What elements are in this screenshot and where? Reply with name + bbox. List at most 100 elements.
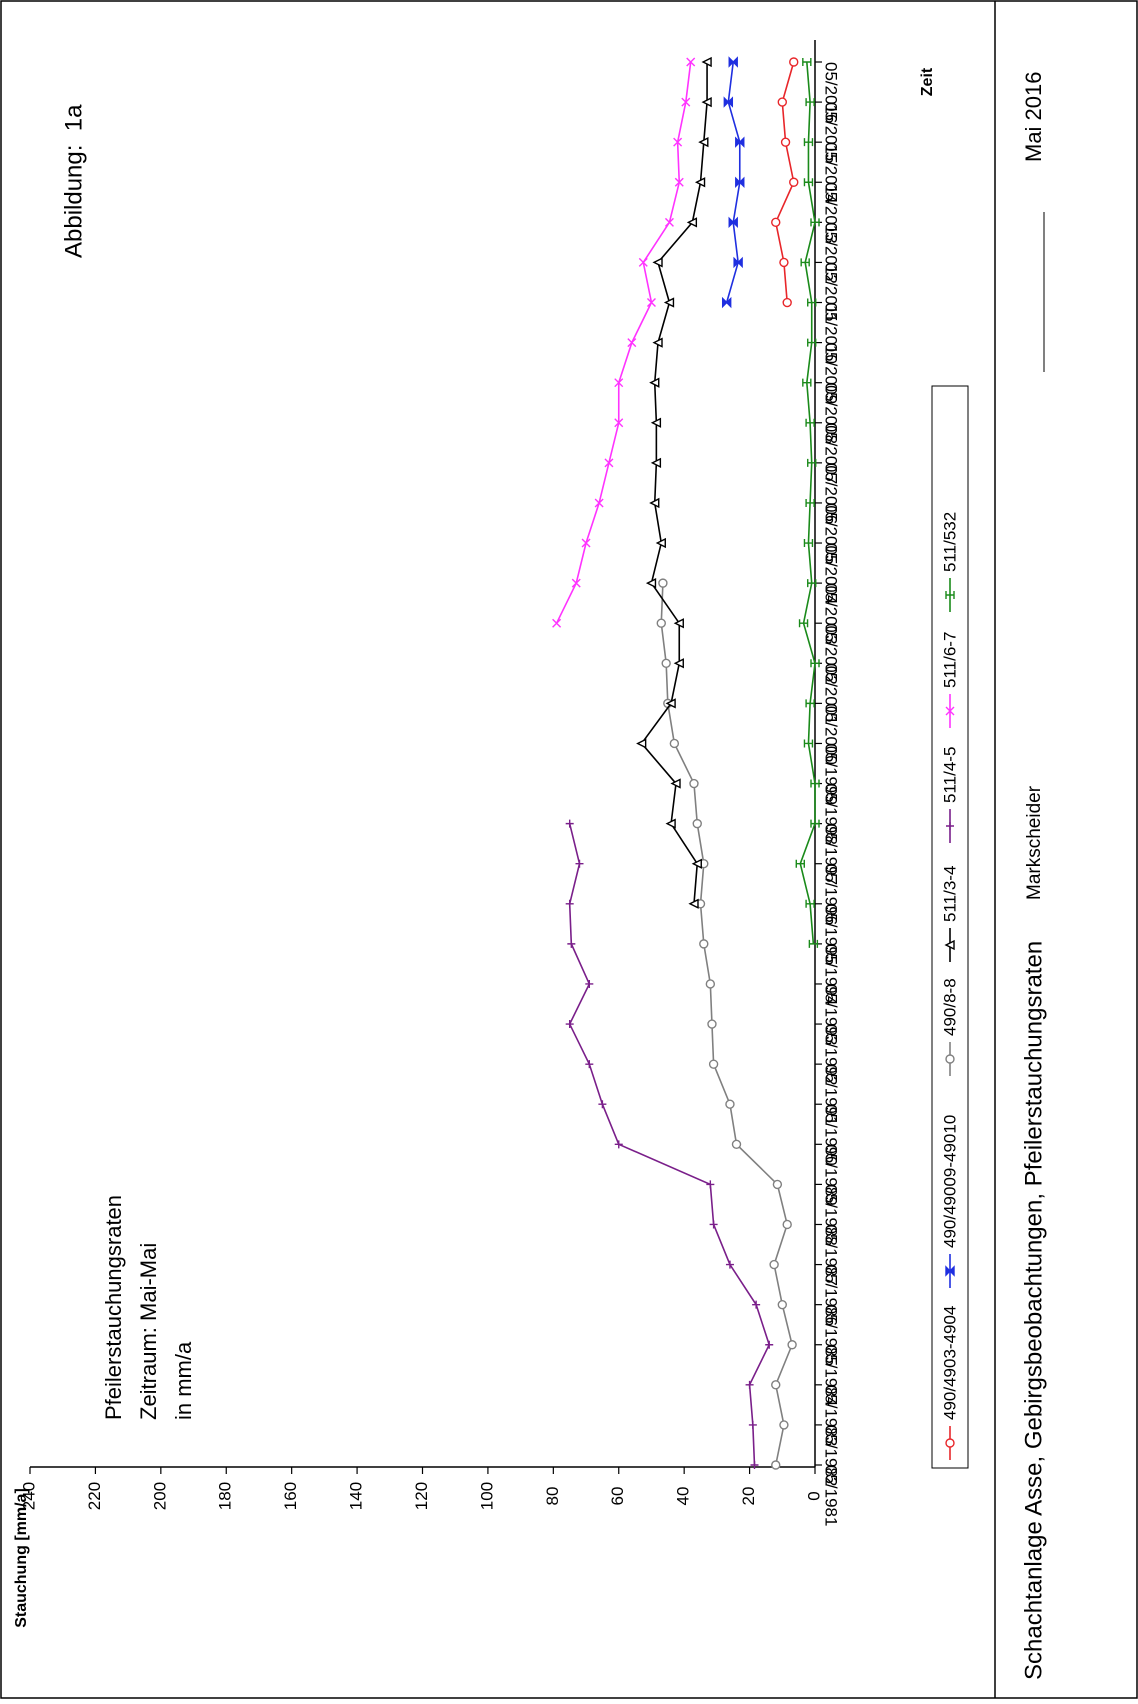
point bbox=[771, 217, 781, 228]
point bbox=[771, 1380, 781, 1390]
point bbox=[565, 899, 574, 908]
footer-text: Schachtanlage Asse, Gebirgsbeobachtungen… bbox=[1020, 941, 1047, 1680]
x-tick-label: 05/2007 bbox=[822, 423, 841, 484]
point bbox=[777, 97, 787, 107]
legend-label: 511/3-4 bbox=[940, 866, 959, 922]
point bbox=[807, 579, 817, 588]
x-tick-label: 05/1989 bbox=[822, 1144, 841, 1205]
x-tick-label: 05/1982 bbox=[822, 1425, 841, 1486]
point bbox=[614, 1140, 623, 1149]
y-axis-title: Stauchung [mm/a] bbox=[13, 1488, 30, 1628]
y-tick-label: 20 bbox=[739, 1487, 758, 1506]
point bbox=[707, 1019, 717, 1029]
point bbox=[656, 618, 666, 628]
y-tick-label: 200 bbox=[150, 1482, 169, 1510]
point bbox=[945, 591, 955, 599]
point bbox=[705, 979, 716, 989]
y-tick-label: 100 bbox=[477, 1482, 496, 1510]
point bbox=[701, 56, 712, 68]
x-tick-label: 05/2015 bbox=[822, 102, 841, 163]
point bbox=[723, 96, 734, 108]
x-tick-label: 05/2001 bbox=[822, 663, 841, 724]
x-tick-label: 05/1985 bbox=[822, 1305, 841, 1366]
point bbox=[565, 819, 574, 828]
point bbox=[650, 457, 662, 468]
x-tick-label: 05/1993 bbox=[822, 984, 841, 1045]
point bbox=[779, 1420, 789, 1430]
point bbox=[807, 458, 817, 467]
x-tick-label: 05/2016 bbox=[822, 62, 841, 123]
point bbox=[701, 96, 712, 108]
series-line bbox=[640, 62, 708, 904]
x-tick-label: 05/1990 bbox=[822, 1104, 841, 1165]
point bbox=[810, 819, 820, 828]
point bbox=[694, 177, 706, 188]
point bbox=[765, 1340, 774, 1349]
x-tick-label: 05/2013 bbox=[822, 182, 841, 243]
point bbox=[652, 337, 663, 348]
y-tick-label: 120 bbox=[412, 1482, 431, 1510]
point bbox=[733, 256, 743, 269]
x-tick-label: 05/1984 bbox=[822, 1345, 841, 1406]
y-tick-label: 240 bbox=[19, 1482, 38, 1510]
point bbox=[750, 1461, 759, 1469]
point bbox=[798, 619, 809, 628]
point bbox=[681, 97, 691, 107]
x-tick-label: 05/2000 bbox=[822, 703, 841, 764]
x-tick-label: 05/1994 bbox=[822, 944, 841, 1005]
point bbox=[706, 1180, 715, 1189]
point bbox=[769, 1259, 779, 1270]
point bbox=[782, 297, 792, 308]
point bbox=[652, 257, 663, 268]
point bbox=[777, 1299, 787, 1310]
y-tick-label: 180 bbox=[216, 1482, 235, 1510]
point bbox=[946, 822, 954, 830]
point bbox=[789, 177, 799, 187]
x-tick-label: 05/1997 bbox=[822, 824, 841, 885]
point bbox=[594, 498, 604, 508]
point bbox=[670, 778, 681, 789]
point bbox=[674, 177, 684, 187]
point bbox=[689, 778, 699, 789]
point bbox=[748, 1420, 757, 1429]
point bbox=[688, 898, 699, 909]
y-tick-label: 40 bbox=[674, 1487, 693, 1506]
legend-label: 490/4903-4904 bbox=[940, 1306, 959, 1420]
point bbox=[728, 56, 738, 68]
point bbox=[575, 859, 584, 868]
annotation: in mm/a bbox=[171, 1341, 196, 1420]
legend-label: 511/532 bbox=[940, 512, 959, 572]
point bbox=[789, 57, 799, 67]
point bbox=[552, 618, 562, 628]
point bbox=[604, 458, 614, 468]
point bbox=[571, 578, 581, 588]
point bbox=[565, 1020, 574, 1029]
x-tick-label: 05/2008 bbox=[822, 383, 841, 444]
x-tick-label: 05/2006 bbox=[822, 463, 841, 524]
footer-role: Markscheider bbox=[1024, 785, 1045, 900]
point bbox=[945, 1054, 955, 1064]
legend-label: 511/6-7 bbox=[940, 632, 959, 688]
point bbox=[803, 739, 814, 748]
x-tick-label: 05/2009 bbox=[822, 343, 841, 404]
x-tick-label: 05/1987 bbox=[822, 1224, 841, 1285]
point bbox=[810, 779, 820, 788]
x-tick-label: 05/2012 bbox=[822, 222, 841, 283]
point bbox=[735, 136, 745, 148]
x-tick-label: 05/1991 bbox=[822, 1064, 841, 1125]
point bbox=[698, 137, 709, 148]
point bbox=[945, 1265, 955, 1277]
x-tick-label: 05/2005 bbox=[822, 503, 841, 564]
legend-label: 490/49009-49010 bbox=[940, 1115, 959, 1248]
point bbox=[650, 417, 662, 428]
point bbox=[708, 1059, 719, 1069]
point bbox=[945, 1438, 955, 1448]
point bbox=[598, 1100, 607, 1109]
x-tick-label: 05/1986 bbox=[822, 1265, 841, 1326]
point bbox=[663, 297, 675, 308]
point bbox=[810, 659, 820, 668]
point bbox=[808, 939, 819, 948]
annotation: Zeitraum: Mai-Mai bbox=[136, 1243, 161, 1420]
y-tick-label: 160 bbox=[281, 1482, 300, 1510]
